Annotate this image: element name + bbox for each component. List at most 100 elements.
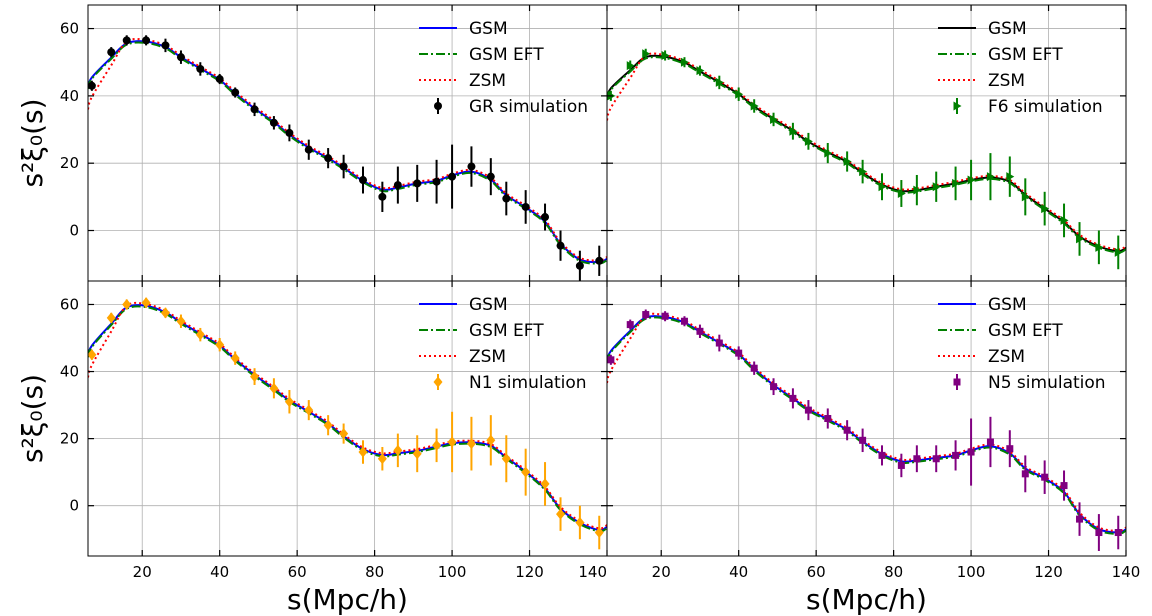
- plot-area: [607, 309, 1126, 551]
- data-point: [859, 436, 867, 444]
- y-tick-label: 60: [60, 20, 79, 38]
- y-tick-label: 40: [60, 87, 79, 105]
- data-point: [824, 415, 832, 422]
- data-point: [215, 75, 224, 84]
- data-point: [897, 461, 905, 469]
- data-point: [661, 312, 669, 320]
- data-point: [986, 438, 994, 446]
- data-point: [843, 157, 852, 167]
- x-tick-label: 20: [133, 563, 152, 581]
- plot-area: [607, 48, 1126, 270]
- data-point: [160, 307, 170, 319]
- data-point: [1041, 204, 1050, 214]
- data-point: [304, 404, 314, 416]
- data-point: [735, 349, 743, 357]
- x-tick-label: 40: [729, 563, 748, 581]
- data-point: [122, 298, 132, 310]
- data-point: [843, 426, 851, 434]
- y-tick-label: 0: [69, 222, 79, 240]
- data-point: [642, 311, 650, 319]
- data-point: [122, 36, 131, 45]
- data-point: [878, 451, 886, 459]
- data-point: [1021, 470, 1029, 478]
- data-point: [575, 261, 584, 270]
- data-point: [358, 176, 367, 185]
- plot-area: [88, 35, 607, 281]
- legend: GSM GSM EFT ZSM N1 simulation: [419, 295, 587, 393]
- data-point: [377, 453, 387, 465]
- y-tick-label: 0: [69, 497, 79, 515]
- data-point: [176, 315, 186, 327]
- y-axis-label: s²ξ₀(s): [16, 98, 49, 187]
- data-point: [953, 101, 962, 111]
- data-point: [250, 371, 260, 383]
- data-point: [107, 48, 116, 57]
- data-point: [715, 77, 724, 87]
- x-tick-label: 80: [884, 563, 903, 581]
- data-point: [932, 455, 940, 463]
- data-point: [304, 145, 313, 154]
- data-point: [285, 128, 294, 137]
- data-point: [696, 66, 705, 76]
- data-point: [595, 256, 604, 265]
- data-point: [448, 172, 457, 181]
- data-point: [88, 349, 97, 361]
- data-point: [680, 57, 689, 67]
- data-point: [486, 172, 495, 181]
- data-point: [967, 175, 976, 185]
- data-point: [106, 312, 116, 324]
- legend-label: GSM: [469, 19, 508, 39]
- y-tick-label: 20: [60, 430, 79, 448]
- legend-label: GSM: [988, 19, 1027, 39]
- data-point: [642, 49, 651, 59]
- data-point: [358, 446, 368, 458]
- legend-label: ZSM: [988, 71, 1025, 91]
- data-point: [1076, 234, 1085, 244]
- data-point: [161, 41, 170, 50]
- data-point: [1060, 215, 1069, 225]
- legend-label: GSM: [988, 295, 1027, 315]
- data-point: [141, 297, 151, 309]
- data-point: [447, 436, 457, 448]
- data-point: [556, 508, 566, 520]
- data-point: [952, 178, 961, 188]
- data-point: [789, 394, 797, 402]
- data-point: [804, 406, 812, 414]
- legend-label: GSM EFT: [469, 321, 544, 341]
- data-point: [1114, 247, 1123, 257]
- data-point: [696, 327, 704, 335]
- x-tick-label: 100: [957, 563, 986, 581]
- data-point: [540, 478, 550, 490]
- data-point: [735, 89, 744, 99]
- data-point: [88, 81, 96, 90]
- x-tick-label: 120: [1034, 563, 1063, 581]
- data-point: [1095, 529, 1103, 537]
- data-point: [804, 136, 813, 146]
- data-point: [967, 448, 975, 456]
- data-point: [433, 376, 443, 388]
- data-point: [466, 438, 476, 450]
- data-point: [556, 241, 565, 250]
- y-tick-label: 60: [60, 295, 79, 313]
- panel-bottom-right: 20 40 60 80 100 120 140 s(Mpc/h) GSM GSM EFT ZSM N5…: [606, 280, 1140, 616]
- data-point: [1095, 242, 1104, 252]
- legend-label: GR simulation: [469, 97, 588, 117]
- data-point: [176, 53, 185, 62]
- data-point: [1006, 445, 1014, 453]
- data-point: [432, 177, 441, 186]
- legend-label: ZSM: [469, 71, 506, 91]
- data-point: [770, 383, 778, 391]
- data-point: [250, 105, 259, 114]
- data-point: [195, 329, 205, 341]
- panel-bottom-left: 20 40 60 80 100 120 140 0 20 40 60 s²ξ₀(s) s(Mpc/h) G…: [16, 280, 608, 616]
- data-point: [750, 101, 759, 111]
- data-point: [770, 114, 779, 124]
- data-point: [859, 167, 868, 177]
- data-point: [932, 182, 941, 192]
- x-tick-label: 60: [807, 563, 826, 581]
- data-point: [323, 419, 333, 431]
- data-point: [393, 181, 402, 190]
- legend: GSM GSM EFT ZSM N5 simulation: [938, 295, 1106, 393]
- legend: GSM GSM EFT ZSM F6 simulation: [938, 19, 1103, 117]
